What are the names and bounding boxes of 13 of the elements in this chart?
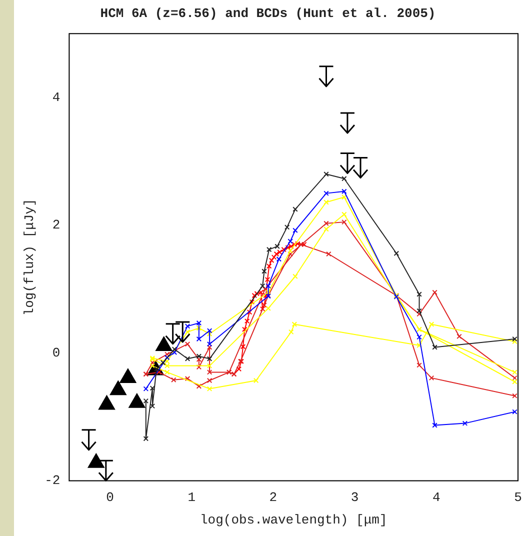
x-tick-label: 2	[269, 490, 278, 506]
x-tick-label: 3	[350, 490, 359, 506]
x-tick-label: 0	[106, 490, 114, 506]
y-tick-label: 4	[52, 90, 60, 105]
x-tick-label: 1	[188, 490, 196, 506]
x-tick-label: 5	[514, 490, 522, 506]
y-tick-label: 0	[52, 345, 60, 360]
x-axis-title: log(obs.wavelength) [μm]	[200, 512, 388, 528]
chart-title: HCM 6A (z=6.56) and BCDs (Hunt et al. 2005)	[100, 6, 436, 22]
y-axis-title: log(flux) [μJy]	[22, 198, 38, 316]
y-tick-label: -2	[44, 473, 60, 488]
y-tick-label: 2	[52, 218, 60, 233]
x-tick-label: 4	[432, 490, 440, 506]
